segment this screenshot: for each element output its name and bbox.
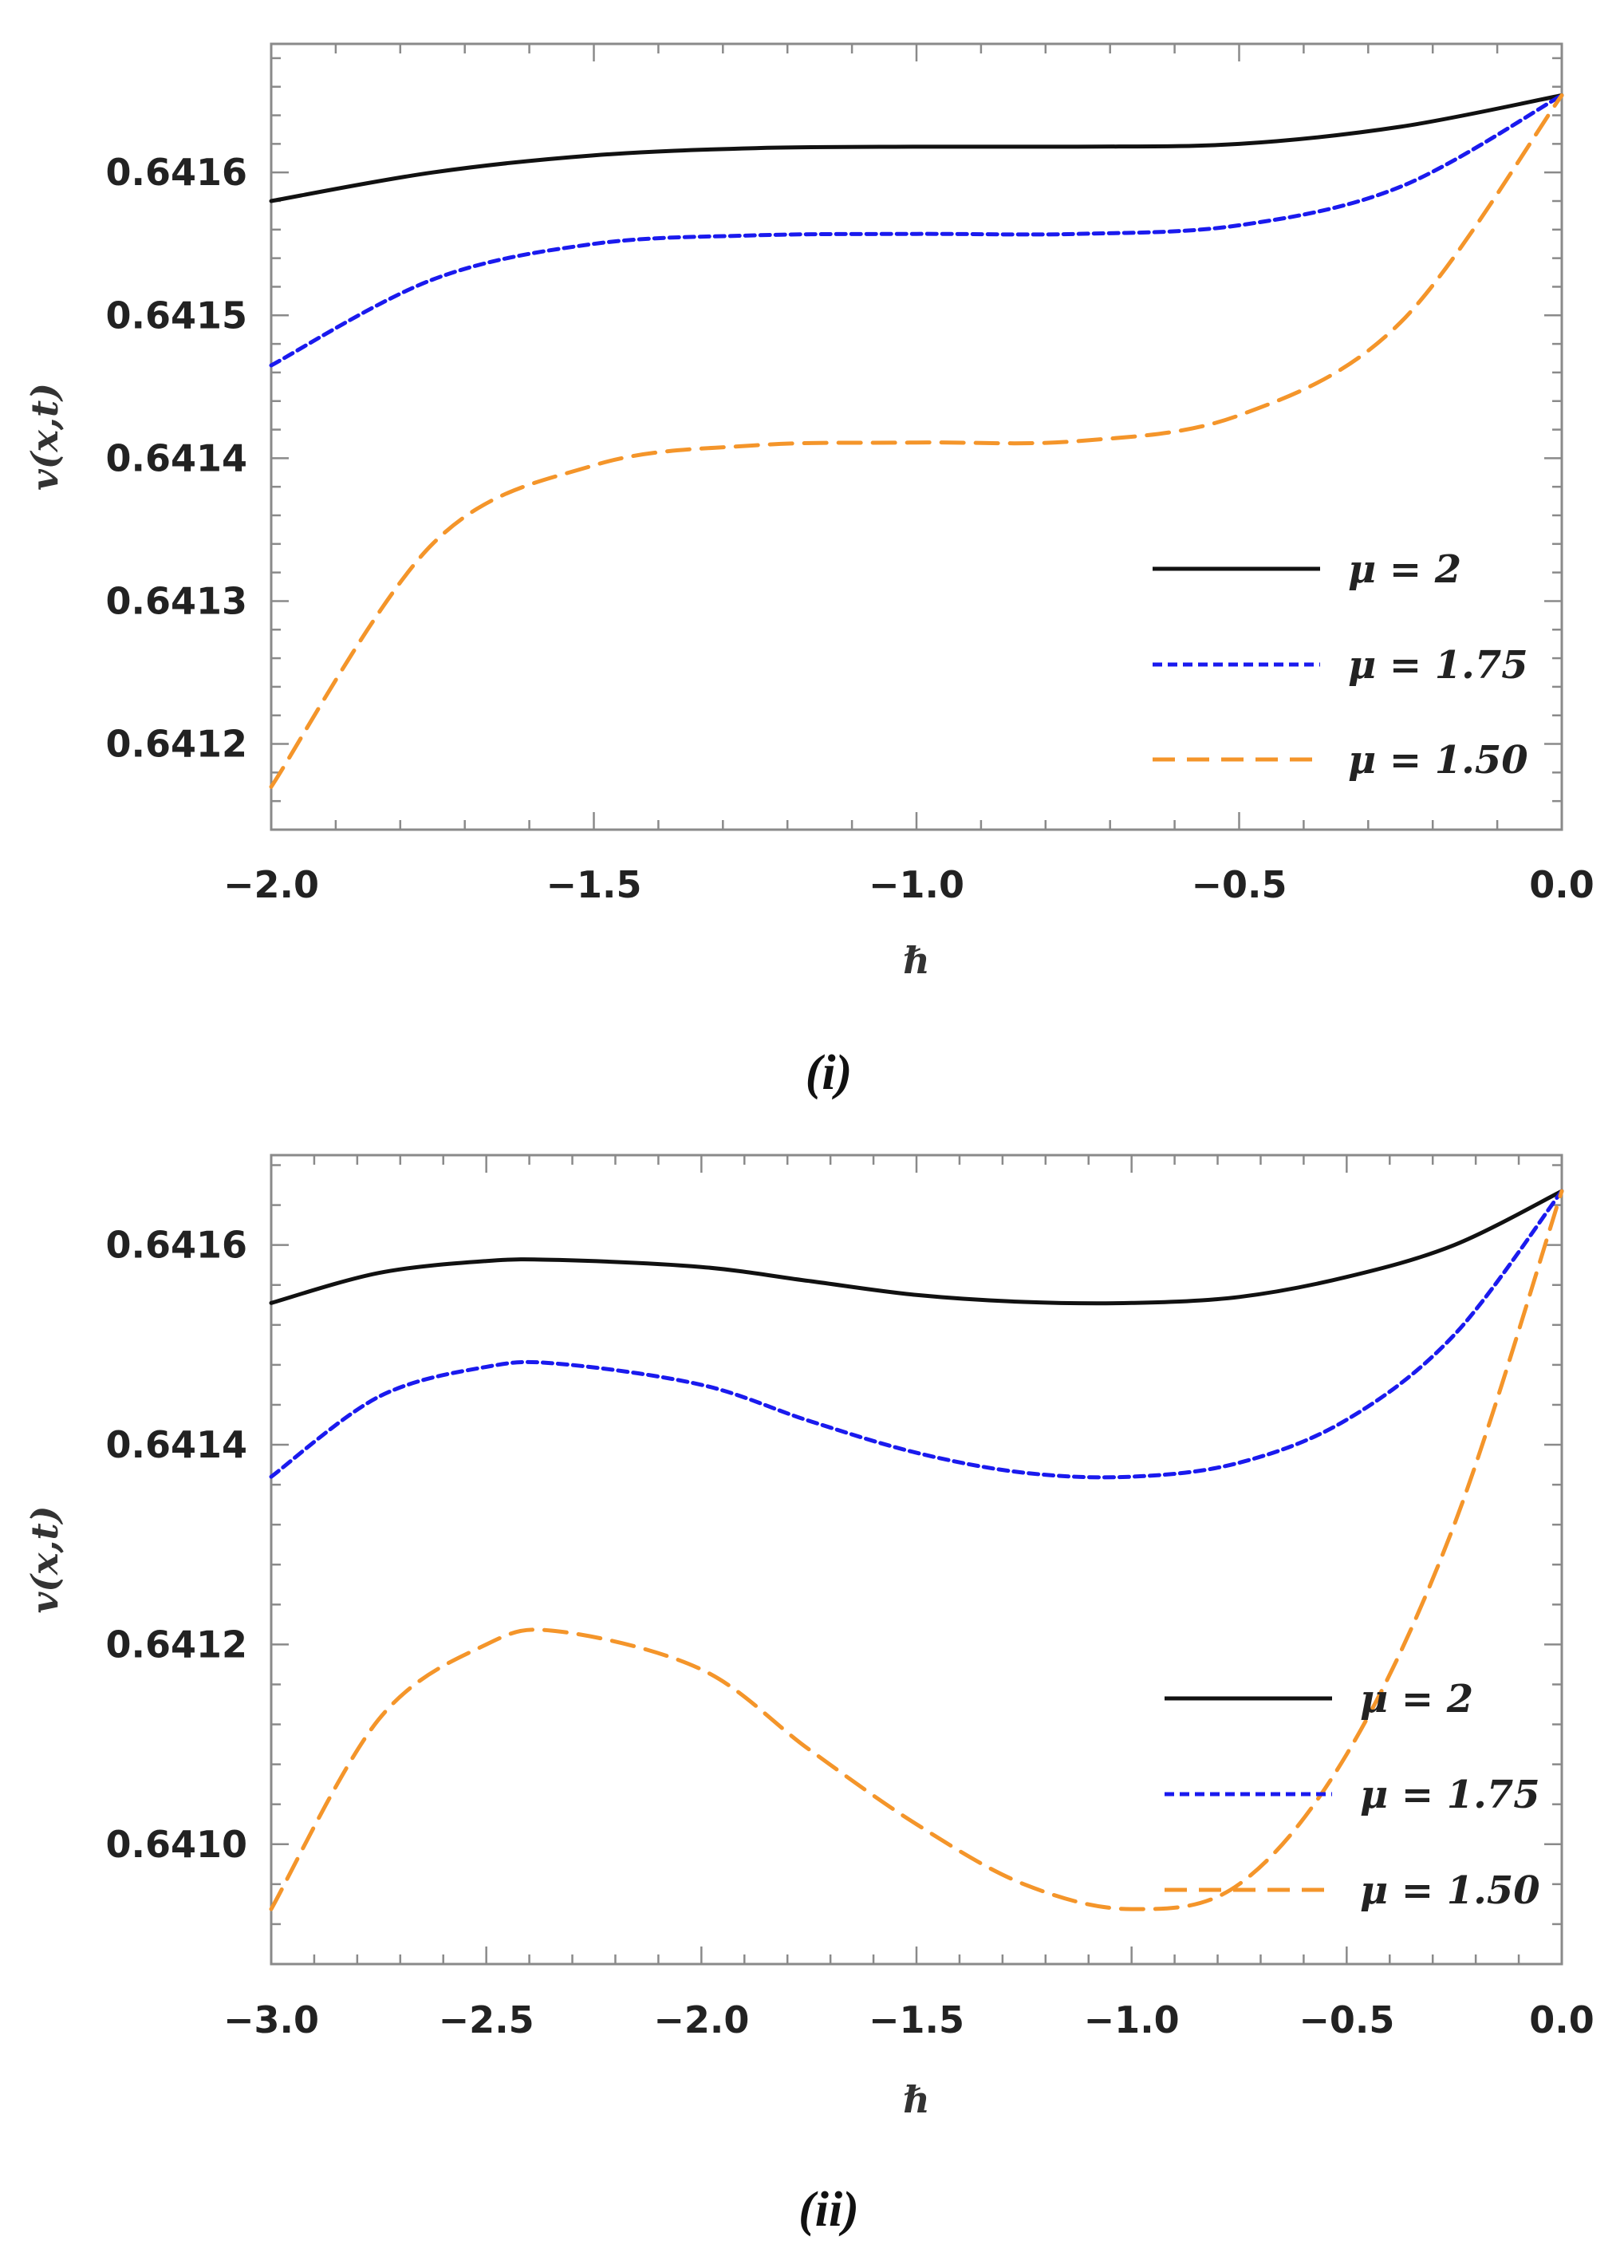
x-tick-label: −3.0	[223, 1998, 319, 2041]
panel-label: (i)	[806, 1046, 853, 1100]
y-axis-title: v(x,t)	[23, 1506, 66, 1614]
series-line-2	[269, 93, 1564, 368]
y-tick-label: 0.6412	[105, 1623, 247, 1666]
series-line-3	[269, 1189, 1564, 1911]
x-tick-label: −1.5	[546, 863, 641, 906]
series-line-2	[269, 1189, 1564, 1480]
panel-2: −3.0 −2.5 −2.0 −1.5 −1.0 −0.5 0.0 0.6410 0.6412 0…	[23, 1154, 1594, 2237]
y-tick-label: 0.6414	[105, 436, 247, 479]
plot-frame	[270, 1154, 1563, 1966]
plot-frame	[270, 42, 1563, 831]
y-axis-title: v(x,t)	[23, 383, 66, 491]
x-tick-label: −2.5	[439, 1998, 534, 2041]
y-tick-label: 0.6415	[105, 294, 247, 337]
y-tick-label: 0.6413	[105, 579, 247, 622]
legend-label-1: μ = 2	[1348, 547, 1461, 592]
x-axis-title: ℏ	[903, 2078, 929, 2121]
series-line-1	[269, 1189, 1564, 1306]
legend-label-2: μ = 1.75	[1348, 643, 1528, 688]
x-tick-label: −1.0	[1084, 1998, 1180, 2041]
y-tick-label: 0.6412	[105, 723, 247, 766]
y-tick-label: 0.6416	[105, 151, 247, 194]
y-tick-label: 0.6410	[105, 1823, 247, 1866]
x-tick-label: −1.5	[869, 1998, 964, 2041]
x-tick-label: 0.0	[1529, 1998, 1594, 2041]
series-line-3	[269, 93, 1564, 789]
x-axis-title: ℏ	[903, 939, 929, 982]
x-tick-label: −0.5	[1191, 863, 1287, 906]
legend-label-1: μ = 2	[1360, 1677, 1473, 1722]
x-tick-label: −2.0	[223, 863, 319, 906]
x-tick-label: 0.0	[1529, 863, 1594, 906]
series-line-1	[269, 93, 1564, 203]
x-tick-label: −0.5	[1299, 1998, 1394, 2041]
legend-label-3: μ = 1.50	[1348, 738, 1528, 783]
legend-label-2: μ = 1.75	[1360, 1773, 1540, 1817]
x-tick-label: −2.0	[653, 1998, 749, 2041]
y-tick-label: 0.6414	[105, 1423, 247, 1466]
legend-label-3: μ = 1.50	[1360, 1868, 1540, 1913]
x-tick-label: −1.0	[869, 863, 964, 906]
panel-label: (ii)	[798, 2183, 859, 2237]
y-tick-label: 0.6416	[105, 1224, 247, 1267]
panel-1: −2.0 −1.5 −1.0 −0.5 0.0 0.6412 0.6413 0.6414 0.6…	[23, 42, 1594, 1100]
